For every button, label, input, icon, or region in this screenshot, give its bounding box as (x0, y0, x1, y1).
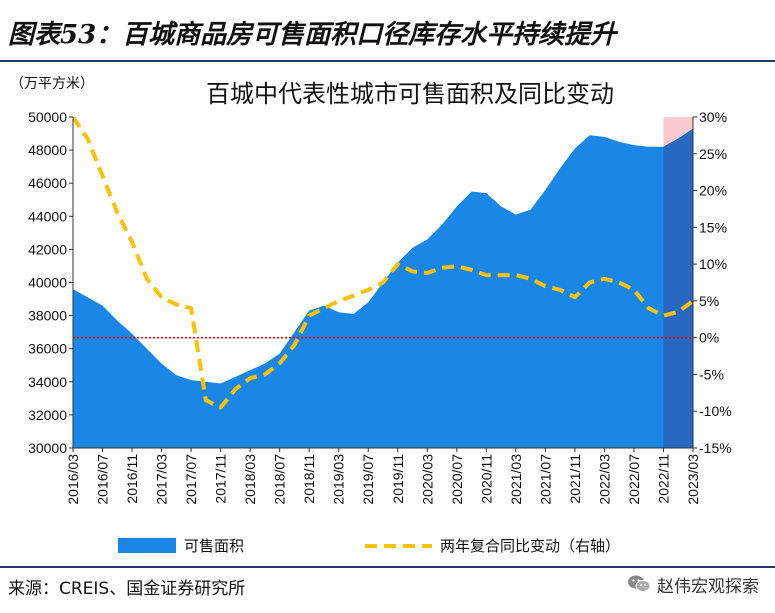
x-axis-tick-label: 2018/03 (242, 454, 258, 505)
left-axis-tick-label: 44000 (28, 208, 67, 224)
line-series-two-year-cagr (73, 117, 693, 410)
area-series-saleable-area (73, 128, 693, 448)
right-axis-tick-label: -15% (699, 440, 732, 456)
chart-title: 百城中代表性城市可售面积及同比变动 (206, 80, 614, 108)
legend-swatch-area (118, 538, 176, 553)
area-series-highlighted-segment (663, 128, 693, 448)
left-axis-unit: （万平方米） (10, 76, 94, 92)
x-axis-tick-label: 2020/07 (449, 454, 465, 505)
x-axis-tick-label: 2021/11 (567, 454, 583, 504)
left-axis-tick-label: 48000 (28, 142, 67, 158)
right-axis-tick-label: 5% (699, 293, 719, 309)
left-axis-tick-label: 46000 (28, 175, 67, 191)
x-axis-tick-label: 2017/03 (154, 454, 170, 505)
right-axis-tick-label: 25% (699, 146, 727, 162)
top-divider (0, 60, 775, 62)
right-axis-tick-label: 20% (699, 183, 727, 199)
right-axis-tick-label: 0% (699, 330, 719, 346)
legend: 可售面积 两年复合同比变动（右轴） (118, 537, 620, 555)
left-axis-tick-label: 50000 (28, 109, 67, 125)
line-series-layer (73, 117, 693, 410)
left-axis-tick-label: 30000 (28, 440, 67, 456)
right-axis-tick-label: -10% (699, 403, 732, 419)
x-axis-tick-label: 2016/07 (95, 454, 111, 505)
right-axis-tick-label: -5% (699, 366, 724, 382)
left-axis-tick-label: 40000 (28, 275, 67, 291)
x-axis-tick-label: 2020/03 (419, 454, 435, 505)
x-axis-tick-label: 2022/03 (596, 454, 612, 505)
bottom-divider (0, 566, 775, 568)
left-axis-tick-label: 34000 (28, 374, 67, 390)
chart-canvas: 百城中代表性城市可售面积及同比变动 （万平方米） 30000 32000 34000… (10, 76, 732, 555)
x-axis-tick-label: 2021/03 (508, 454, 524, 505)
left-axis-tick-label: 36000 (28, 341, 67, 357)
x-axis-tick-label: 2017/11 (213, 454, 229, 504)
legend-label-area: 可售面积 (184, 537, 244, 555)
axes-layer: 30000 32000 34000 36000 38000 40000 42000 44000… (28, 109, 732, 505)
watermark: 赵伟宏观探索 (627, 570, 759, 598)
x-axis-tick-label: 2022/07 (626, 454, 642, 505)
x-axis-tick-label: 2018/11 (301, 454, 317, 504)
x-axis-tick-label: 2016/03 (65, 454, 81, 505)
x-axis-tick-label: 2023/03 (685, 454, 701, 505)
right-axis-tick-label: 15% (699, 219, 727, 235)
x-axis-tick-label: 2016/11 (124, 454, 140, 504)
x-axis-tick-label: 2019/07 (360, 454, 376, 505)
left-axis-tick-label: 42000 (28, 241, 67, 257)
left-axis-tick-label: 38000 (28, 308, 67, 324)
watermark-text: 赵伟宏观探索 (657, 576, 759, 597)
x-axis-tick-label: 2021/07 (537, 454, 553, 505)
x-axis-tick-label: 2022/11 (655, 454, 671, 504)
area-series-layer (73, 128, 693, 448)
x-axis-tick-label: 2019/03 (331, 454, 347, 505)
figure-title: 图表53：百城商品房可售面积口径库存水平持续提升 (8, 20, 617, 50)
right-axis-tick-label: 10% (699, 256, 727, 272)
left-axis-tick-label: 32000 (28, 407, 67, 423)
source-note: 来源：CREIS、国金证券研究所 (8, 579, 246, 599)
wechat-icon (628, 575, 651, 592)
x-axis-tick-label: 2017/07 (183, 454, 199, 505)
x-axis-tick-label: 2019/11 (390, 454, 406, 504)
x-axis-tick-label: 2018/07 (272, 454, 288, 505)
legend-label-line: 两年复合同比变动（右轴） (440, 537, 620, 555)
right-axis-tick-label: 30% (699, 109, 727, 125)
x-axis-tick-label: 2020/11 (478, 454, 494, 504)
